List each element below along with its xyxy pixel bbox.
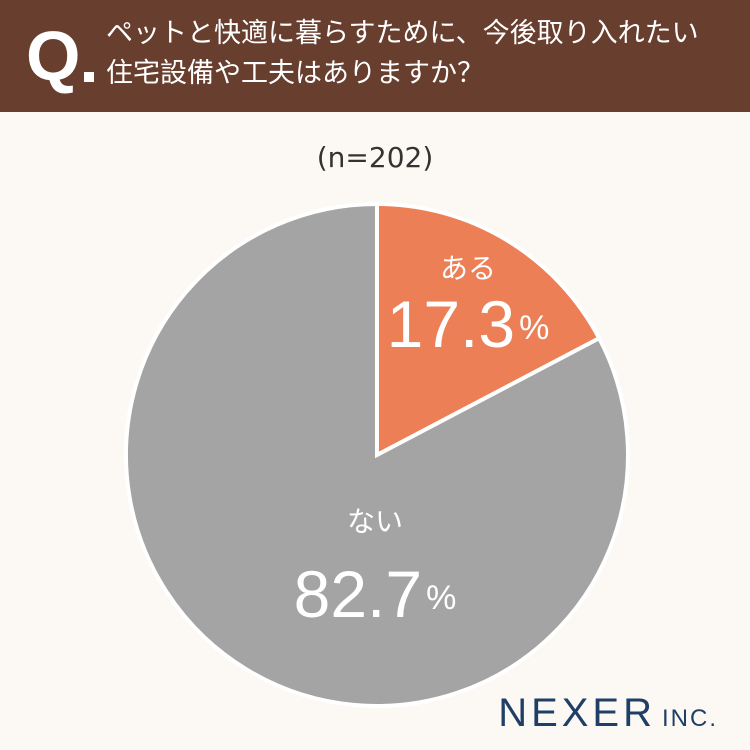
question-line-1: ペットと快適に暮らすために、今後取り入れたい [106, 18, 699, 49]
logo-main: NEXER [498, 691, 656, 735]
question-text: ペットと快適に暮らすために、今後取り入れたい 住宅設備や工夫はありますか？ [106, 14, 736, 94]
pie-slice-no [123, 201, 630, 708]
question-line-2: 住宅設備や工夫はありますか？ [106, 58, 484, 89]
slice-category-label-yes: ある [440, 252, 496, 285]
q-dot [84, 72, 94, 82]
slice-value-label-yes: 17.3% [387, 287, 550, 361]
question-header: Q ペットと快適に暮らすために、今後取り入れたい 住宅設備や工夫はありますか？ [0, 0, 750, 112]
sample-size: (n=202) [316, 141, 434, 174]
q-mark: Q [26, 17, 81, 95]
nexer-logo: NEXER INC. [498, 691, 718, 736]
slice-value-label-no: 82.7% [294, 557, 457, 631]
logo-sub: INC. [662, 705, 718, 732]
pie-slice-yes [375, 201, 602, 459]
slice-category-label-no: ない [347, 505, 403, 538]
